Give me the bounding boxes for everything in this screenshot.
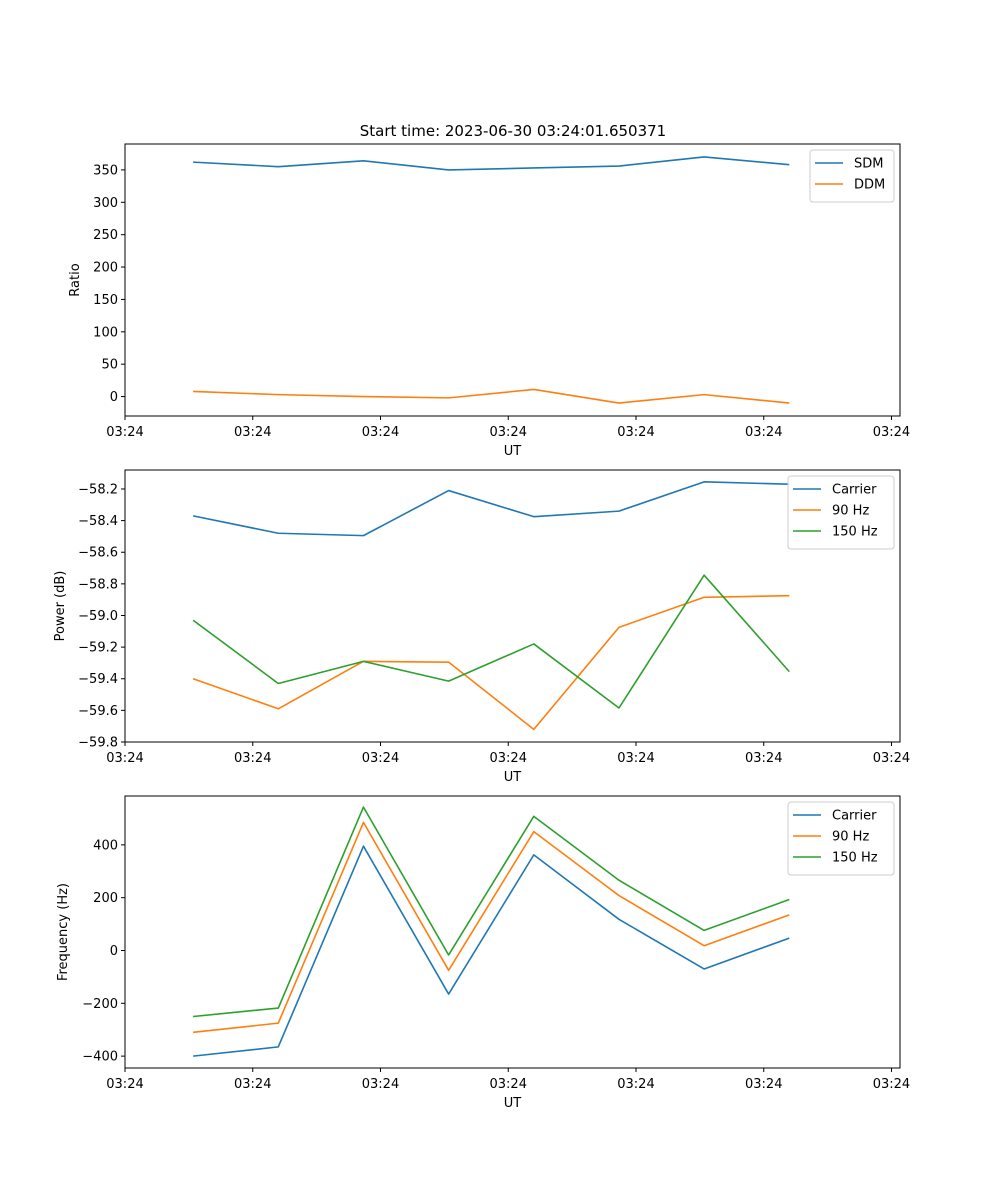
frequency-legend-label-carrier: Carrier xyxy=(832,809,877,824)
power-x-tick-label: 03:24 xyxy=(106,751,143,766)
frequency-x-tick-label: 03:24 xyxy=(106,1077,143,1092)
frequency-panel: −400 −200 0 200 400 03:24 03:24 03:24 03:24 03:24… xyxy=(56,795,910,1111)
frequency-x-tick-label: 03:24 xyxy=(873,1077,910,1092)
power-y-axis-label: Power (dB) xyxy=(53,571,68,642)
ratio-x-tick-label: 03:24 xyxy=(234,425,271,440)
power-y-tick-label: −59.2 xyxy=(78,641,118,656)
ratio-panel: 0 50 100 150 200 250 300 350 03:24 03:24 03:24 03:2… xyxy=(68,143,910,459)
power-y-tick-label: −59.0 xyxy=(78,609,118,624)
power-series-150-hz-line xyxy=(192,574,790,709)
ratio-y-tick-label: 300 xyxy=(93,196,118,211)
ratio-series-sdm-line xyxy=(193,156,790,171)
ratio-y-tick-label: 250 xyxy=(93,228,118,243)
power-y-tick-label: −58.6 xyxy=(78,546,118,561)
power-y-tick-label: −58.2 xyxy=(78,482,118,497)
ratio-y-axis-label: Ratio xyxy=(68,263,83,296)
ratio-y-tick-label: 0 xyxy=(110,390,118,405)
ratio-x-tick-label: 03:24 xyxy=(490,425,527,440)
ratio-x-tick-label: 03:24 xyxy=(873,425,910,440)
ratio-x-tick-label: 03:24 xyxy=(106,425,143,440)
frequency-legend-label-90-hz: 90 Hz xyxy=(832,830,869,845)
frequency-x-axis-label: UT xyxy=(504,1096,522,1111)
power-x-tick-label: 03:24 xyxy=(362,751,399,766)
ratio-x-tick-label: 03:24 xyxy=(362,425,399,440)
frequency-y-tick-label: 0 xyxy=(110,944,118,959)
frequency-axes-frame xyxy=(124,795,901,1069)
ratio-y-tick-label: 50 xyxy=(101,358,118,373)
ratio-y-tick-label: 200 xyxy=(93,261,118,276)
frequency-series-carrier-line xyxy=(193,845,790,1057)
power-x-tick-label: 03:24 xyxy=(617,751,654,766)
power-axes-frame xyxy=(124,469,901,743)
figure-title: Start time: 2023-06-30 03:24:01.650371 xyxy=(360,122,666,140)
frequency-y-tick-label: −200 xyxy=(82,997,118,1012)
frequency-y-tick-label: 400 xyxy=(93,838,118,853)
power-x-tick-label: 03:24 xyxy=(234,751,271,766)
frequency-legend-label-150-hz: 150 Hz xyxy=(832,851,878,866)
power-x-tick-label: 03:24 xyxy=(490,751,527,766)
power-panel: −58.2 −58.4 −58.6 −58.8 −59.0 −59.2 −59.4 −59.6… xyxy=(53,469,910,785)
power-y-tick-label: −58.8 xyxy=(78,577,118,592)
frequency-y-tick-label: −400 xyxy=(82,1050,118,1065)
ratio-axes-frame xyxy=(124,143,901,417)
frequency-series-90-hz-line xyxy=(193,821,790,1034)
power-series-90-hz-line xyxy=(192,594,790,731)
ratio-series-ddm-line xyxy=(193,388,790,404)
frequency-x-tick-label: 03:24 xyxy=(490,1077,527,1092)
frequency-x-tick-label: 03:24 xyxy=(617,1077,654,1092)
frequency-y-tick-label: 200 xyxy=(93,891,118,906)
frequency-y-axis-label: Frequency (Hz) xyxy=(56,883,71,981)
power-y-tick-label: −59.8 xyxy=(78,736,118,751)
power-x-tick-label: 03:24 xyxy=(873,751,910,766)
frequency-x-tick-label: 03:24 xyxy=(362,1077,399,1092)
power-y-tick-label: −59.4 xyxy=(78,672,118,687)
ratio-y-tick-label: 150 xyxy=(93,293,118,308)
frequency-x-tick-label: 03:24 xyxy=(234,1077,271,1092)
power-legend-label-90-hz: 90 Hz xyxy=(832,504,869,519)
ratio-x-tick-label: 03:24 xyxy=(617,425,654,440)
ratio-y-tick-label: 100 xyxy=(93,325,118,340)
power-series-carrier-line xyxy=(192,481,790,537)
ratio-legend-label-sdm: SDM xyxy=(854,157,883,172)
ratio-x-tick-label: 03:24 xyxy=(745,425,782,440)
power-y-tick-label: −58.4 xyxy=(78,514,118,529)
power-legend-label-150-hz: 150 Hz xyxy=(832,525,878,540)
frequency-x-tick-label: 03:24 xyxy=(745,1077,782,1092)
power-x-axis-label: UT xyxy=(504,770,522,785)
power-legend-label-carrier: Carrier xyxy=(832,483,877,498)
ratio-legend-label-ddm: DDM xyxy=(854,178,885,193)
power-y-tick-label: −59.6 xyxy=(78,704,118,719)
power-x-tick-label: 03:24 xyxy=(745,751,782,766)
ratio-y-tick-label: 350 xyxy=(93,163,118,178)
frequency-series-150-hz-line xyxy=(193,806,790,1018)
ratio-x-axis-label: UT xyxy=(504,444,522,459)
